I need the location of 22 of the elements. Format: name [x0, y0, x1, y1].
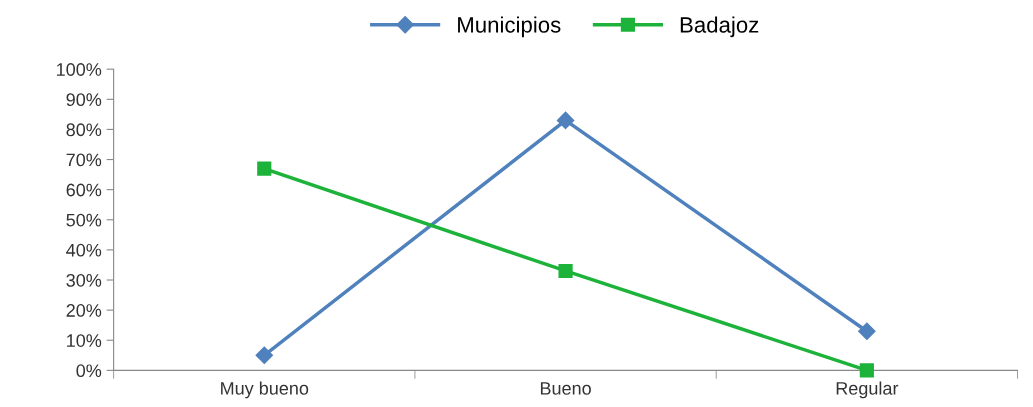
y-tick-label: 20%: [66, 304, 102, 317]
y-tick-label: 30%: [66, 273, 102, 287]
x-tick-label: Bueno: [540, 382, 591, 395]
y-tick-label: 90%: [66, 93, 102, 107]
point: [859, 363, 874, 378]
point: [558, 263, 573, 279]
x-tick-label: Regular: [836, 381, 899, 399]
y-tick-label: 50%: [66, 213, 102, 227]
point: [255, 346, 273, 365]
y-tick-label: 60%: [66, 183, 102, 197]
point: [858, 322, 876, 340]
y-tick-label: 100%: [57, 63, 102, 76]
y-tick-label: 80%: [66, 123, 102, 137]
point: [257, 161, 272, 176]
legend-label: Municipios: [458, 16, 561, 38]
x-tick-label: Muy bueno: [221, 381, 309, 399]
legend-label: Badajoz: [680, 16, 759, 38]
point: [556, 111, 575, 130]
y-tick-label: 10%: [67, 334, 102, 347]
y-tick-label: 70%: [66, 153, 102, 167]
y-tick-label: 40%: [66, 243, 102, 257]
y-tick-label: 0%: [76, 364, 102, 378]
